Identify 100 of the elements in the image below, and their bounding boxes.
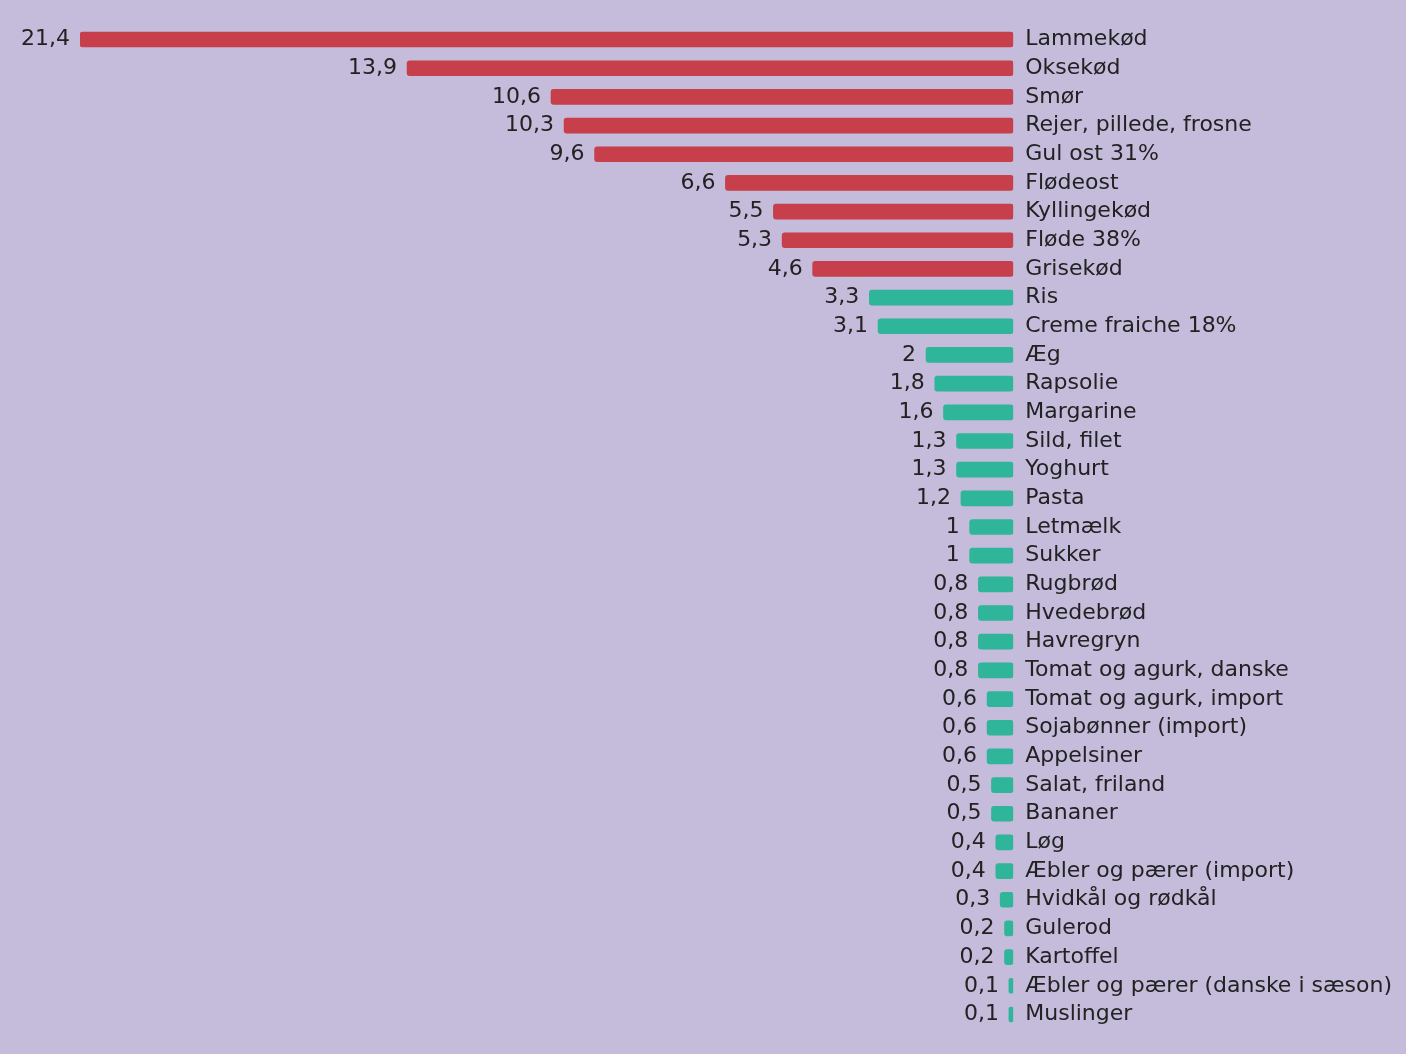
data-label: 6,6 [680,168,716,194]
bar [563,117,1014,134]
data-label: 2 [902,340,917,366]
data-label: 13,9 [348,53,398,79]
y-tick-label: Rapsolie [1025,369,1119,395]
bar [995,834,1014,851]
data-label: 0,1 [963,971,999,997]
y-tick-label: Æbler og pærer (danske i sæson) [1025,971,1393,997]
y-tick-label: Bananer [1025,799,1119,825]
y-tick-label: Hvedebrød [1025,598,1147,624]
y-tick-label: Margarine [1025,398,1137,424]
bar [956,433,1014,449]
y-tick-label: Ris [1025,283,1059,309]
y-tick-label: Muslinger [1025,1000,1134,1026]
y-tick-label: Fløde 38% [1025,225,1141,251]
data-label: 0,6 [942,742,978,768]
bar [869,289,1014,306]
bar [978,605,1014,621]
data-label: 1,3 [911,426,947,452]
y-tick-label: Rugbrød [1025,570,1118,596]
data-label: 0,1 [963,1000,999,1026]
bar [978,576,1014,593]
bar [934,375,1014,392]
bar [978,662,1014,679]
bar [978,633,1014,650]
data-label: 1,8 [889,369,925,395]
data-label: 1 [945,512,960,538]
data-label: 0,4 [950,828,986,854]
bar [991,805,1014,822]
y-tick-label: Tomat og agurk, danske [1024,656,1289,682]
data-label: 21,4 [21,25,70,51]
data-label: 4,6 [767,254,803,280]
y-tick-label: Letmælk [1025,512,1122,538]
data-label: 1,2 [915,484,951,510]
bar [877,318,1014,335]
bar [550,89,1014,105]
y-tick-label: Æg [1025,340,1061,366]
data-label: 1,3 [911,455,947,481]
bar [991,777,1014,793]
data-label: 0,8 [933,598,969,624]
data-label: 0,8 [933,656,969,682]
bar [781,232,1014,249]
y-tick-label: Creme fraiche 18% [1025,312,1237,337]
y-tick-label: Kartoffel [1025,942,1119,968]
bar [925,347,1014,363]
bar [956,461,1014,478]
y-tick-label: Salat, friland [1025,770,1166,796]
bar [969,547,1014,564]
y-tick-label: Smør [1025,82,1085,108]
y-tick-label: Kyllingekød [1025,197,1152,223]
bar [406,60,1014,77]
data-label: 1 [945,541,960,567]
y-tick-label: Flødeost [1025,168,1119,194]
data-label: 0,2 [959,942,995,968]
y-tick-label: Gul ost 31% [1025,139,1159,165]
bar [80,31,1014,48]
data-label: 0,6 [942,684,978,710]
data-label: 0,8 [933,570,969,596]
data-label: 0,2 [959,914,995,940]
y-tick-label: Sukker [1025,541,1102,567]
data-label: 0,4 [950,856,986,882]
y-tick-label: Havregryn [1025,627,1141,653]
data-label: 10,3 [505,111,555,137]
data-label: 0,5 [946,770,982,796]
bar [995,863,1014,879]
bar [812,261,1014,277]
data-label: 0,6 [942,713,978,739]
bar [594,146,1014,163]
y-tick-label: Rejer, pillede, frosne [1025,111,1252,137]
data-label: 5,3 [737,225,773,251]
bar [986,748,1014,765]
y-tick-label: Løg [1025,828,1065,854]
bar [986,691,1014,707]
y-tick-label: Sild, filet [1025,426,1122,452]
data-label: 9,6 [549,139,585,165]
bar [969,519,1014,535]
y-tick-label: Æbler og pærer (import) [1025,856,1295,882]
data-label: 5,5 [728,197,764,223]
y-tick-label: Lammekød [1025,25,1148,51]
bar [999,891,1014,908]
data-label: 0,5 [946,799,982,825]
data-label: 0,8 [933,627,969,653]
y-tick-label: Oksekød [1025,53,1121,79]
y-tick-label: Gulerod [1025,914,1112,940]
y-tick-label: Hvidkål og rødkål [1025,885,1217,911]
y-tick-label: Tomat og agurk, import [1024,684,1284,710]
data-label: 1,6 [898,398,934,424]
data-label: 0,3 [955,885,991,911]
data-label: 10,6 [492,82,541,108]
y-tick-label: Yoghurt [1024,455,1110,481]
data-label: 3,1 [833,312,869,337]
bar [725,175,1014,191]
y-tick-label: Appelsiner [1025,742,1143,768]
y-tick-label: Grisekød [1025,254,1123,280]
data-label: 3,3 [824,283,860,309]
y-tick-label: Pasta [1025,484,1085,510]
bar [773,203,1014,220]
bar [943,404,1014,421]
bar [960,490,1014,507]
y-tick-label: Sojabønner (import) [1025,713,1247,739]
